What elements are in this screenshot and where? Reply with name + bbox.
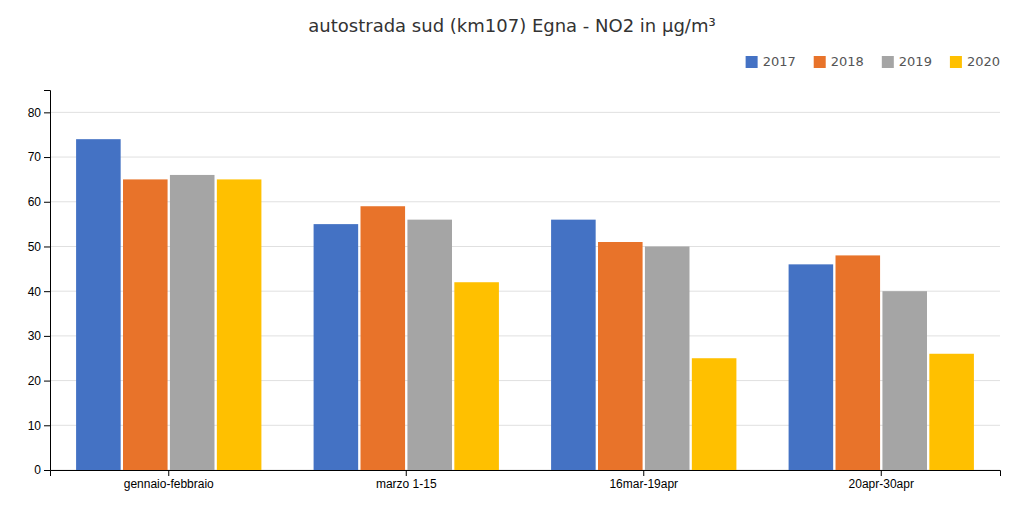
grid-line — [50, 112, 1000, 113]
bar — [551, 220, 596, 470]
grid — [50, 112, 1000, 470]
tick: 20 — [28, 374, 50, 388]
legend-item: 2019 — [882, 54, 932, 69]
tick: 10 — [28, 419, 50, 433]
tick-label: 30 — [28, 329, 42, 343]
tick-mark — [44, 157, 50, 158]
bar — [836, 255, 881, 470]
tick-label: 16mar-19apr — [609, 477, 678, 491]
tick-label: 20apr-30apr — [849, 477, 914, 491]
tick-mark — [44, 246, 50, 247]
tick: 60 — [28, 195, 50, 209]
bar — [929, 354, 974, 470]
tick: 30 — [28, 329, 50, 343]
legend: 2017 2018 2019 2020 — [746, 54, 1000, 69]
tick-mark — [44, 425, 50, 426]
tick-mark — [44, 470, 50, 471]
bar-series — [170, 175, 927, 470]
tick-label: gennaio-febbraio — [124, 477, 214, 491]
grid-line — [50, 157, 1000, 158]
tick: marzo 1-15 — [376, 470, 437, 491]
bars — [76, 139, 974, 470]
title: autostrada sud (km107) Egna - NO2 in μg/… — [308, 15, 715, 36]
tick-mark — [44, 381, 50, 382]
legend-swatch — [814, 56, 826, 68]
legend-item: 2017 — [746, 54, 796, 69]
bar-series — [217, 179, 974, 470]
axis-line — [44, 91, 51, 471]
plot: 0 10 20 30 40 50 60 70 80 gennaio-febbraio marzo 1… — [28, 91, 1001, 491]
tick: 50 — [28, 240, 50, 254]
legend-label: 2018 — [831, 54, 864, 69]
tick-mark — [44, 112, 50, 113]
tick: 16mar-19apr — [609, 470, 678, 491]
bar — [454, 282, 499, 470]
tick-mark — [44, 291, 50, 292]
legend-swatch — [882, 56, 894, 68]
legend-swatch — [950, 56, 962, 68]
legend-label: 2020 — [967, 54, 1000, 69]
bar — [361, 206, 406, 470]
bar — [598, 242, 643, 470]
tick: gennaio-febbraio — [124, 470, 214, 491]
tick-label: 0 — [34, 463, 41, 477]
tick-label: 20 — [28, 374, 42, 388]
tick-mark — [643, 470, 644, 476]
tick-mark — [881, 470, 882, 476]
tick: 0 — [34, 463, 50, 477]
y-axis: 0 10 20 30 40 50 60 70 80 — [28, 91, 51, 478]
tick-label: 40 — [28, 285, 42, 299]
tick-label: 80 — [28, 106, 42, 120]
tick: 70 — [28, 150, 50, 164]
tick-mark — [44, 336, 50, 337]
tick-label: 50 — [28, 240, 42, 254]
tick-mark — [44, 202, 50, 203]
bar — [692, 358, 737, 470]
tick: 40 — [28, 285, 50, 299]
bar — [170, 175, 215, 470]
legend-item: 2020 — [950, 54, 1000, 69]
bar-series — [76, 139, 833, 470]
bar-series — [123, 179, 880, 470]
chart: 0 10 20 30 40 50 60 70 80 gennaio-febbraio marzo 1… — [0, 0, 1024, 514]
tick: 20apr-30apr — [849, 470, 914, 491]
x-axis: gennaio-febbraio marzo 1-15 16mar-19apr 20a… — [51, 470, 1001, 491]
bar — [645, 246, 690, 470]
bar — [789, 264, 834, 470]
bar — [123, 179, 168, 470]
legend-label: 2019 — [899, 54, 932, 69]
tick-label: 60 — [28, 195, 42, 209]
tick-mark — [406, 470, 407, 476]
bar — [882, 291, 927, 470]
legend-swatch — [746, 56, 758, 68]
bar — [314, 224, 359, 470]
legend-label: 2017 — [763, 54, 796, 69]
bar — [76, 139, 121, 470]
bar — [217, 179, 262, 470]
tick-label: marzo 1-15 — [376, 477, 437, 491]
tick-mark — [168, 470, 169, 476]
bar — [407, 220, 452, 470]
tick-label: 70 — [28, 150, 42, 164]
axis-line — [51, 471, 1001, 477]
tick-label: 10 — [28, 419, 42, 433]
legend-item: 2018 — [814, 54, 864, 69]
tick: 80 — [28, 106, 50, 120]
